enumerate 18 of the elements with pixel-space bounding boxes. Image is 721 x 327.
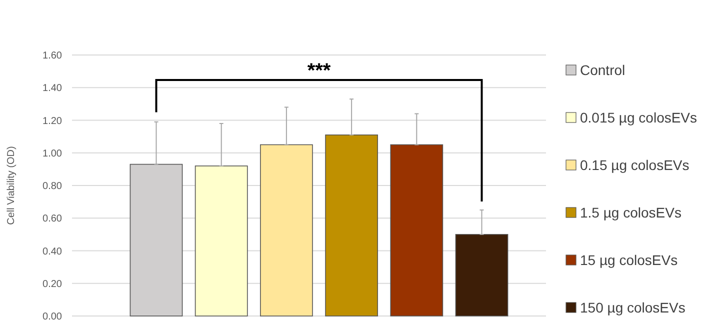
significance-bracket: *** — [155, 60, 483, 202]
y-tick-label: 1.20 — [42, 116, 62, 127]
y-axis-title: Cell Viability (OD) — [6, 146, 17, 225]
y-tick-label: 0.60 — [42, 214, 62, 225]
y-tick-label: 1.60 — [42, 50, 62, 62]
y-tick-label: 0.00 — [42, 312, 62, 322]
legend-label: 1.5 µg colosEVs — [580, 204, 682, 220]
legend-label: 150 µg colosEVs — [580, 299, 686, 316]
y-tick-label: 0.20 — [42, 278, 62, 290]
y-tick-label: 1.40 — [42, 83, 62, 94]
legend-label: Control — [580, 62, 626, 78]
legend-label: 0.015 µg colosEVs — [580, 109, 698, 126]
legend-label: 0.15 µg colosEVs — [580, 156, 690, 173]
y-tick-label: 1.00 — [42, 148, 62, 160]
legend-label: 15 µg colosEVs — [580, 252, 678, 268]
y-tick-label: 0.40 — [42, 246, 62, 258]
annotation: *** — [307, 60, 331, 82]
y-tick-label: 0.80 — [42, 181, 62, 192]
